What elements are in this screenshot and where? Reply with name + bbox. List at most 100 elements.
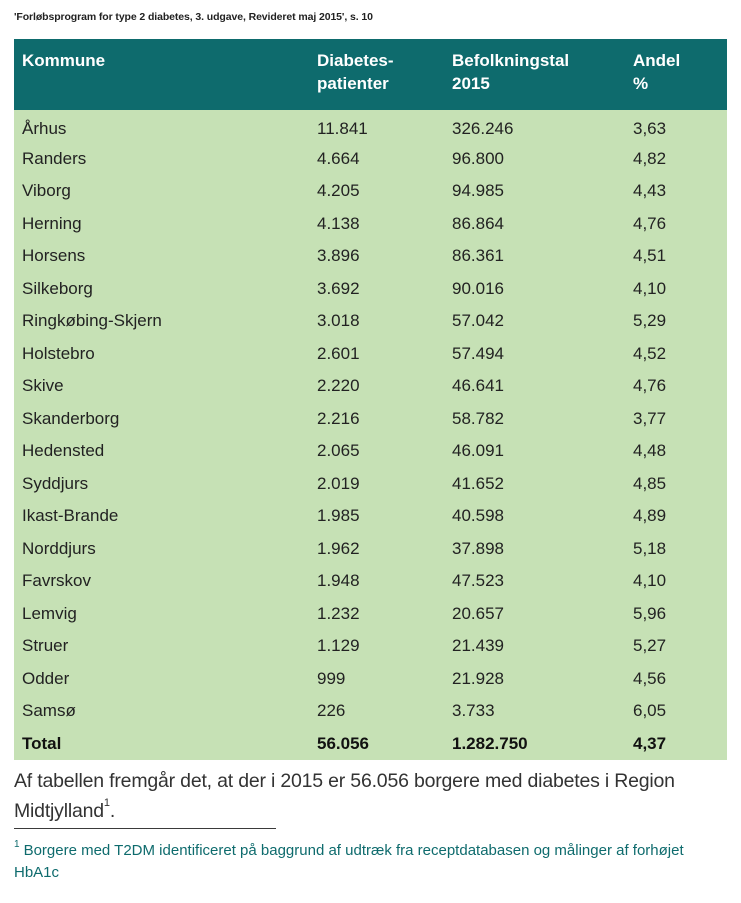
table-row: Herning 4.138 86.864 4,76: [14, 207, 727, 240]
cell-andel: 5,27: [633, 636, 667, 656]
cell-kommune: Syddjurs: [22, 473, 89, 493]
cell-befolkning: 326.246: [452, 119, 514, 139]
cell-andel: 4,10: [633, 278, 667, 298]
header-kommune: Kommune: [14, 39, 309, 110]
header-kommune-label: Kommune: [22, 51, 106, 70]
summary-text: Af tabellen fremgår det, at der i 2015 e…: [14, 770, 675, 822]
cell-patienter: 4.664: [317, 148, 360, 168]
cell-kommune: Ikast-Brande: [22, 506, 119, 526]
diabetes-table-container: Kommune Diabetes- patienter Befolkningst…: [14, 39, 727, 760]
cell-befolkning: 46.091: [452, 441, 504, 461]
cell-patienter: 3.896: [317, 246, 360, 266]
cell-patienter: 2.216: [317, 408, 360, 428]
table-row: Randers 4.664 96.800 4,82: [14, 142, 727, 175]
cell-befolkning: 86.361: [452, 246, 504, 266]
cell-andel: 6,05: [633, 701, 667, 721]
table-row: Lemvig 1.232 20.657 5,96: [14, 597, 727, 630]
cell-befolkning: 40.598: [452, 506, 504, 526]
cell-patienter: 1.948: [317, 571, 360, 591]
cell-kommune: Holstebro: [22, 343, 95, 363]
cell-andel: 4,89: [633, 506, 667, 526]
cell-kommune: Samsø: [22, 701, 76, 721]
cell-kommune: Århus: [22, 119, 67, 139]
cell-patienter: 1.985: [317, 506, 360, 526]
cell-kommune: Silkeborg: [22, 278, 93, 298]
cell-patienter: 226: [317, 701, 346, 721]
table-row: Holstebro 2.601 57.494 4,52: [14, 337, 727, 370]
cell-kommune: Herning: [22, 213, 82, 233]
cell-befolkning: 86.864: [452, 213, 504, 233]
cell-andel: 4,52: [633, 343, 667, 363]
cell-kommune: Ringkøbing-Skjern: [22, 311, 162, 331]
table-row: Skanderborg 2.216 58.782 3,77: [14, 402, 727, 435]
cell-kommune: Skanderborg: [22, 408, 120, 428]
table-row: Skive 2.220 46.641 4,76: [14, 370, 727, 403]
cell-befolkning: 41.652: [452, 473, 504, 493]
cell-befolkning: 58.782: [452, 408, 504, 428]
cell-kommune: Favrskov: [22, 571, 91, 591]
header-befolkning-line2: 2015: [452, 74, 490, 93]
footnote-reference: 1: [103, 796, 110, 809]
cell-befolkning: 20.657: [452, 603, 504, 623]
table-row: Horsens 3.896 86.361 4,51: [14, 240, 727, 273]
cell-patienter: 4.205: [317, 181, 360, 201]
cell-patienter: 2.601: [317, 343, 360, 363]
cell-andel: 5,96: [633, 603, 667, 623]
total-befolkning: 1.282.750: [452, 733, 528, 753]
cell-andel: 4,48: [633, 441, 667, 461]
header-andel: Andel %: [625, 39, 727, 110]
cell-befolkning: 21.439: [452, 636, 504, 656]
cell-befolkning: 57.494: [452, 343, 504, 363]
footnote-marker: 1: [14, 839, 20, 850]
cell-andel: 5,29: [633, 311, 667, 331]
total-row: Total 56.056 1.282.750 4,37: [14, 727, 727, 760]
cell-andel: 4,85: [633, 473, 667, 493]
table-row: Norddjurs 1.962 37.898 5,18: [14, 532, 727, 565]
cell-kommune: Viborg: [22, 181, 71, 201]
cell-andel: 4,76: [633, 376, 667, 396]
table-header: Kommune Diabetes- patienter Befolkningst…: [14, 39, 727, 110]
footnote: 1 Borgere med T2DM identificeret på baggr…: [14, 840, 729, 884]
table-row: Samsø 226 3.733 6,05: [14, 695, 727, 728]
cell-andel: 3,77: [633, 408, 667, 428]
cell-kommune: Hedensted: [22, 441, 105, 461]
summary-end: .: [109, 800, 116, 822]
header-diabetes-patienter: Diabetes- patienter: [309, 39, 444, 110]
table-row: Ringkøbing-Skjern 3.018 57.042 5,29: [14, 305, 727, 338]
cell-befolkning: 94.985: [452, 181, 504, 201]
total-andel: 4,37: [633, 733, 667, 753]
cell-kommune: Norddjurs: [22, 538, 96, 558]
table-caption: 'Forløbsprogram for type 2 diabetes, 3. …: [14, 11, 373, 23]
cell-patienter: 3.018: [317, 311, 360, 331]
cell-patienter: 1.232: [317, 603, 360, 623]
cell-befolkning: 96.800: [452, 148, 504, 168]
total-patienter: 56.056: [317, 733, 369, 753]
cell-andel: 4,76: [633, 213, 667, 233]
header-row: Kommune Diabetes- patienter Befolkningst…: [14, 39, 727, 110]
table-row: Hedensted 2.065 46.091 4,48: [14, 435, 727, 468]
total-kommune: Total: [22, 733, 62, 753]
cell-kommune: Lemvig: [22, 603, 77, 623]
cell-andel: 4,10: [633, 571, 667, 591]
table-row: Struer 1.129 21.439 5,27: [14, 630, 727, 663]
table-row: Odder 999 21.928 4,56: [14, 662, 727, 695]
cell-patienter: 2.019: [317, 473, 360, 493]
header-befolkning-line1: Befolkningstal: [452, 51, 570, 70]
cell-befolkning: 90.016: [452, 278, 504, 298]
cell-patienter: 2.220: [317, 376, 360, 396]
cell-andel: 5,18: [633, 538, 667, 558]
cell-befolkning: 21.928: [452, 668, 504, 688]
cell-andel: 4,56: [633, 668, 667, 688]
table-row: Favrskov 1.948 47.523 4,10: [14, 565, 727, 598]
table-row: Syddjurs 2.019 41.652 4,85: [14, 467, 727, 500]
cell-andel: 4,82: [633, 148, 667, 168]
table-row: Århus 11.841 326.246 3,63: [14, 110, 727, 143]
table-row: Ikast-Brande 1.985 40.598 4,89: [14, 500, 727, 533]
cell-kommune: Randers: [22, 148, 87, 168]
summary-paragraph: Af tabellen fremgår det, at der i 2015 e…: [14, 766, 729, 826]
footnote-text: Borgere med T2DM identificeret på baggru…: [14, 842, 684, 881]
diabetes-table: Kommune Diabetes- patienter Befolkningst…: [14, 39, 727, 760]
cell-befolkning: 3.733: [452, 701, 495, 721]
header-andel-line2: %: [633, 74, 649, 93]
header-andel-line1: Andel: [633, 51, 681, 70]
